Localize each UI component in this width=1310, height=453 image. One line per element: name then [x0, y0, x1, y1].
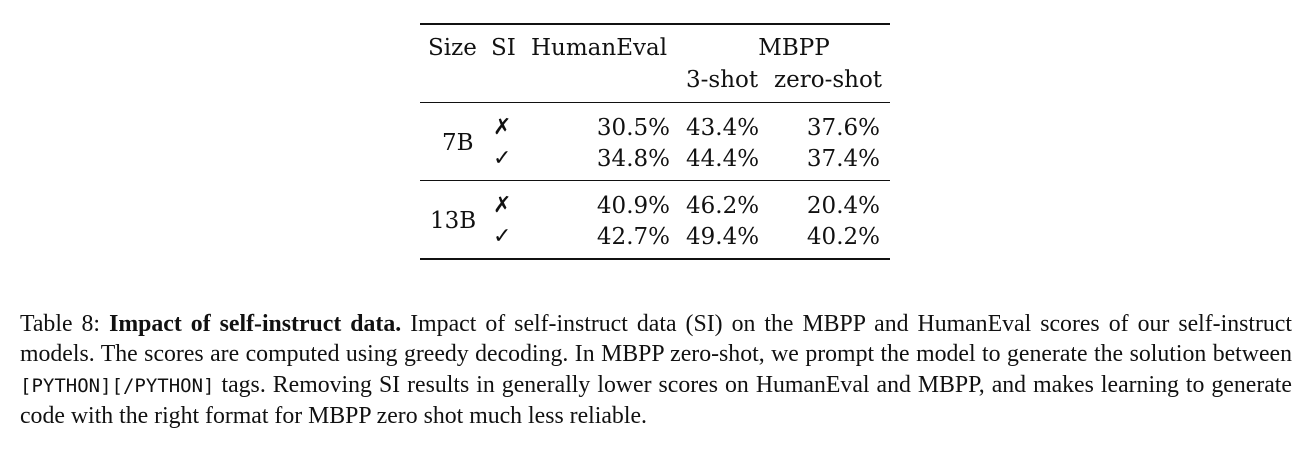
cell-mbpp-3shot: 46.2%: [686, 193, 760, 219]
caption-code: [PYTHON][/PYTHON]: [20, 374, 215, 397]
cell-humaneval: 34.8%: [596, 146, 670, 172]
cell-mbpp-3shot: 49.4%: [686, 224, 760, 250]
si-cross-icon: ✗: [493, 115, 512, 140]
caption-label: Table 8:: [20, 310, 101, 337]
si-cross-icon: ✗: [493, 193, 512, 218]
header-mbpp-zeroshot: zero-shot: [774, 67, 883, 93]
si-check-icon: ✓: [493, 224, 512, 249]
header-mbpp-3shot: 3-shot: [686, 67, 759, 93]
group-rule: [420, 180, 890, 181]
bottom-rule: [420, 258, 890, 260]
header-size: Size: [428, 35, 477, 61]
header-humaneval: HumanEval: [531, 35, 668, 61]
caption-text: Impact of self-instruct data (SI) on the…: [20, 310, 1292, 368]
cell-humaneval: 42.7%: [596, 224, 670, 250]
cell-mbpp-zeroshot: 37.6%: [806, 115, 880, 141]
cell-mbpp-3shot: 43.4%: [686, 115, 760, 141]
table-caption: Table 8: Impact of self-instruct data. I…: [20, 309, 1292, 432]
cell-mbpp-zeroshot: 20.4%: [806, 193, 880, 219]
header-rule: [420, 102, 890, 103]
group-size-7b: 7B: [442, 130, 474, 156]
group-size-13b: 13B: [430, 208, 477, 234]
si-check-icon: ✓: [493, 146, 512, 171]
caption-title: Impact of self-instruct data.: [109, 310, 402, 337]
cell-mbpp-zeroshot: 37.4%: [806, 146, 880, 172]
cell-humaneval: 40.9%: [596, 193, 670, 219]
top-rule: [420, 23, 890, 25]
cell-mbpp-3shot: 44.4%: [686, 146, 760, 172]
header-si: SI: [491, 35, 516, 61]
header-mbpp: MBPP: [758, 35, 830, 61]
caption-text: tags. Removing SI results in generally l…: [20, 371, 1292, 430]
cell-mbpp-zeroshot: 40.2%: [806, 224, 880, 250]
cell-humaneval: 30.5%: [596, 115, 670, 141]
